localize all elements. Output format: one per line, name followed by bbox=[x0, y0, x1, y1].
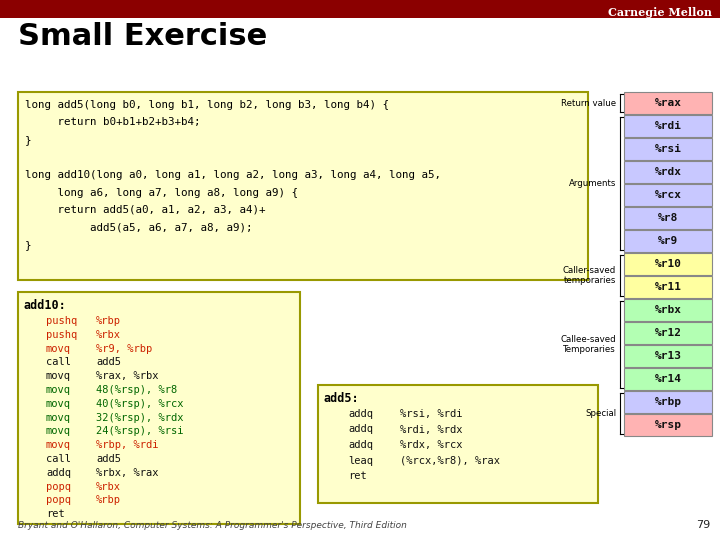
Text: long a6, long a7, long a8, long a9) {: long a6, long a7, long a8, long a9) { bbox=[25, 187, 298, 198]
Text: movq: movq bbox=[46, 343, 71, 354]
Text: call: call bbox=[46, 357, 71, 367]
Text: %r12: %r12 bbox=[654, 328, 682, 338]
Text: popq: popq bbox=[46, 495, 71, 505]
Text: add5: add5 bbox=[96, 357, 121, 367]
Text: Return value: Return value bbox=[561, 98, 616, 107]
Text: addq: addq bbox=[46, 468, 71, 478]
Text: 79: 79 bbox=[696, 520, 710, 530]
Text: popq: popq bbox=[46, 482, 71, 491]
Bar bbox=[624, 368, 712, 390]
Text: %rsi: %rsi bbox=[654, 144, 682, 154]
Bar bbox=[624, 161, 712, 183]
Text: }: } bbox=[25, 135, 32, 145]
Text: 24(%rsp), %rsi: 24(%rsp), %rsi bbox=[96, 427, 184, 436]
Text: %r9: %r9 bbox=[658, 236, 678, 246]
Text: pushq: pushq bbox=[46, 330, 77, 340]
Text: return add5(a0, a1, a2, a3, a4)+: return add5(a0, a1, a2, a3, a4)+ bbox=[25, 205, 266, 215]
Text: Carnegie Mellon: Carnegie Mellon bbox=[608, 6, 712, 17]
Text: (%rcx,%r8), %rax: (%rcx,%r8), %rax bbox=[400, 456, 500, 465]
Text: Special: Special bbox=[585, 409, 616, 418]
Text: 40(%rsp), %rcx: 40(%rsp), %rcx bbox=[96, 399, 184, 409]
Text: movq: movq bbox=[46, 427, 71, 436]
Text: Callee-saved
Temporaries: Callee-saved Temporaries bbox=[560, 335, 616, 354]
Text: %r9, %rbp: %r9, %rbp bbox=[96, 343, 152, 354]
Text: %rbp: %rbp bbox=[96, 495, 121, 505]
Text: %rsp: %rsp bbox=[654, 420, 682, 430]
Bar bbox=[18, 92, 588, 280]
Text: long add5(long b0, long b1, long b2, long b3, long b4) {: long add5(long b0, long b1, long b2, lon… bbox=[25, 100, 389, 110]
Text: leaq: leaq bbox=[348, 456, 373, 465]
Bar bbox=[624, 184, 712, 206]
Text: %rbp, %rdi: %rbp, %rdi bbox=[96, 440, 158, 450]
Text: addq: addq bbox=[348, 424, 373, 435]
Text: %rax, %rbx: %rax, %rbx bbox=[96, 371, 158, 381]
Text: %rdx, %rcx: %rdx, %rcx bbox=[400, 440, 462, 450]
Text: Small Exercise: Small Exercise bbox=[18, 22, 267, 51]
Bar bbox=[624, 414, 712, 436]
Text: }: } bbox=[25, 240, 32, 250]
Text: %r10: %r10 bbox=[654, 259, 682, 269]
Text: %rdi, %rdx: %rdi, %rdx bbox=[400, 424, 462, 435]
Text: addq: addq bbox=[348, 409, 373, 419]
Text: Bryant and O'Hallaron, Computer Systems: A Programmer's Perspective, Third Editi: Bryant and O'Hallaron, Computer Systems:… bbox=[18, 521, 407, 530]
Text: %rbx: %rbx bbox=[96, 330, 121, 340]
Bar bbox=[0, 0, 720, 18]
Text: movq: movq bbox=[46, 413, 71, 423]
Text: movq: movq bbox=[46, 440, 71, 450]
Bar bbox=[624, 230, 712, 252]
Text: movq: movq bbox=[46, 399, 71, 409]
Text: %rbp: %rbp bbox=[654, 397, 682, 407]
Bar bbox=[624, 92, 712, 114]
Bar bbox=[624, 299, 712, 321]
Text: call: call bbox=[46, 454, 71, 464]
Text: ret: ret bbox=[46, 509, 65, 519]
Bar bbox=[624, 207, 712, 229]
Text: add10:: add10: bbox=[24, 299, 67, 312]
Text: ret: ret bbox=[348, 471, 366, 481]
Text: pushq: pushq bbox=[46, 316, 77, 326]
Bar bbox=[624, 276, 712, 298]
Text: add5: add5 bbox=[96, 454, 121, 464]
Text: 48(%rsp), %r8: 48(%rsp), %r8 bbox=[96, 385, 177, 395]
Bar bbox=[624, 391, 712, 413]
Text: add5(a5, a6, a7, a8, a9);: add5(a5, a6, a7, a8, a9); bbox=[25, 222, 253, 233]
Text: long add10(long a0, long a1, long a2, long a3, long a4, long a5,: long add10(long a0, long a1, long a2, lo… bbox=[25, 170, 441, 180]
Text: %rbx: %rbx bbox=[654, 305, 682, 315]
Text: %r8: %r8 bbox=[658, 213, 678, 223]
Bar bbox=[624, 115, 712, 137]
Text: add5:: add5: bbox=[324, 392, 359, 405]
Text: %rdi: %rdi bbox=[654, 121, 682, 131]
Text: movq: movq bbox=[46, 385, 71, 395]
Bar bbox=[624, 253, 712, 275]
Text: %rbx: %rbx bbox=[96, 482, 121, 491]
Text: %r13: %r13 bbox=[654, 351, 682, 361]
Bar bbox=[318, 385, 598, 503]
Text: Arguments: Arguments bbox=[569, 179, 616, 188]
Text: %rdx: %rdx bbox=[654, 167, 682, 177]
Bar bbox=[18, 292, 300, 524]
Text: %rax: %rax bbox=[654, 98, 682, 108]
Text: %rcx: %rcx bbox=[654, 190, 682, 200]
Text: 32(%rsp), %rdx: 32(%rsp), %rdx bbox=[96, 413, 184, 423]
Bar bbox=[624, 345, 712, 367]
Bar bbox=[624, 322, 712, 344]
Text: %rbp: %rbp bbox=[96, 316, 121, 326]
Text: %r11: %r11 bbox=[654, 282, 682, 292]
Text: movq: movq bbox=[46, 371, 71, 381]
Text: Caller-saved
temporaries: Caller-saved temporaries bbox=[563, 266, 616, 285]
Text: %rbx, %rax: %rbx, %rax bbox=[96, 468, 158, 478]
Text: %rsi, %rdi: %rsi, %rdi bbox=[400, 409, 462, 419]
Bar bbox=[624, 138, 712, 160]
Text: return b0+b1+b2+b3+b4;: return b0+b1+b2+b3+b4; bbox=[25, 118, 200, 127]
Text: addq: addq bbox=[348, 440, 373, 450]
Text: %r14: %r14 bbox=[654, 374, 682, 384]
